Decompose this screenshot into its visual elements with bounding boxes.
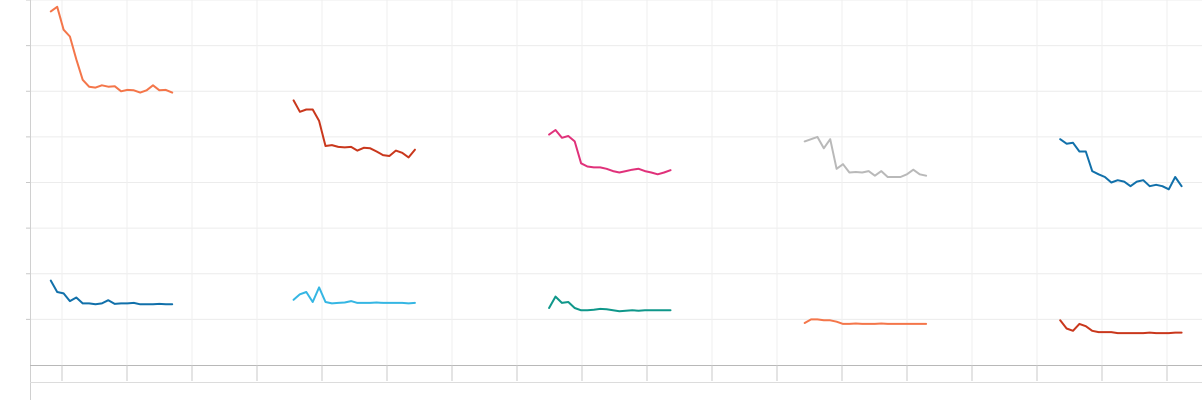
series-line-9: [1059, 138, 1183, 191]
x-axis: [26, 0, 1202, 400]
series-line-3: [292, 99, 416, 159]
gridlines: [30, 0, 1202, 365]
series-line-10: [1059, 319, 1183, 335]
series-line-7: [803, 135, 928, 178]
series-line-2: [49, 279, 174, 306]
series-line-8: [803, 318, 928, 325]
series-group: [49, 5, 1183, 335]
series-line-4: [292, 286, 416, 305]
series-line-1: [49, 5, 174, 94]
series-line-6: [548, 295, 672, 313]
series-line-5: [548, 129, 672, 176]
